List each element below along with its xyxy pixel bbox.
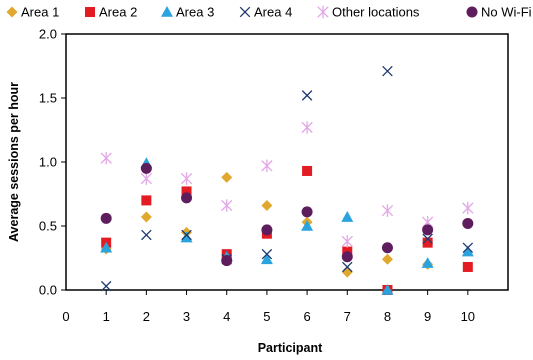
plot-area	[65, 33, 509, 291]
data-point-area-2	[181, 186, 192, 197]
data-point-other-locations	[261, 159, 273, 173]
data-point-area-4	[181, 229, 192, 241]
legend-label: Area 3	[176, 5, 214, 20]
data-point-no-wi-fi	[422, 224, 434, 236]
y-tick-label: 1.5	[39, 91, 57, 106]
data-point-area-4	[261, 248, 273, 260]
legend-label: Area 2	[99, 5, 137, 20]
data-point-area-4	[342, 261, 353, 273]
x-tick-label: 2	[143, 309, 150, 324]
x-axis-title: Participant	[258, 341, 323, 355]
data-point-no-wi-fi	[301, 206, 313, 218]
y-tick-label: 0.0	[39, 283, 57, 298]
legend-marker-area-1	[6, 6, 18, 18]
data-point-area-2	[422, 237, 433, 248]
data-point-area-3	[180, 231, 193, 243]
y-axis-ticks: 0.0 0.5 1.0 1.5 2.0	[39, 27, 66, 298]
legend-item-area-3: Area 3	[161, 5, 214, 20]
data-point-area-2	[462, 261, 473, 272]
data-point-other-locations	[462, 201, 474, 215]
legend: Area 1 Area 2 Area 3 Area 4 Other locations N…	[6, 5, 532, 20]
x-tick-label: 1	[103, 309, 110, 324]
series-area-3	[100, 157, 474, 295]
data-point-no-wi-fi	[100, 212, 112, 224]
series-no-wi-fi	[100, 162, 474, 267]
data-point-other-locations	[180, 172, 193, 185]
legend-label: Area 1	[21, 5, 59, 20]
data-point-no-wi-fi	[341, 251, 353, 263]
data-point-area-3	[381, 284, 394, 295]
x-tick-label: 10	[461, 309, 475, 324]
data-point-area-1	[221, 171, 233, 183]
series-area-2	[101, 165, 473, 295]
data-point-no-wi-fi	[381, 242, 393, 254]
x-tick-label: 9	[424, 309, 431, 324]
data-point-area-2	[302, 165, 313, 176]
data-point-other-locations	[381, 204, 394, 217]
data-point-no-wi-fi	[140, 162, 152, 174]
legend-marker-other-locations	[317, 5, 329, 19]
x-tick-label: 4	[223, 309, 230, 324]
data-point-area-4	[382, 65, 393, 77]
legend-item-area-1: Area 1	[6, 5, 59, 20]
y-tick-label: 1.0	[39, 155, 57, 170]
data-point-area-1	[341, 266, 353, 278]
data-point-area-3	[260, 253, 273, 265]
x-tick-label: 7	[344, 309, 351, 324]
data-point-area-4	[462, 242, 474, 254]
data-point-area-3	[421, 257, 434, 268]
data-point-area-3	[461, 245, 474, 257]
legend-item-no-wi-fi: No Wi-Fi	[466, 5, 532, 20]
data-point-area-2	[141, 195, 152, 206]
legend-marker-area-4	[239, 6, 251, 18]
series-other-locations	[100, 121, 474, 248]
x-tick-label: 5	[263, 309, 270, 324]
legend-marker-area-3	[161, 6, 173, 17]
data-point-no-wi-fi	[181, 192, 193, 204]
y-axis-title: Average sessions per hour	[7, 82, 21, 242]
data-point-other-locations	[221, 199, 233, 212]
legend-item-area-4: Area 4	[239, 5, 292, 20]
data-point-area-4	[141, 229, 152, 241]
plot-frame	[65, 33, 509, 291]
data-point-area-3	[341, 211, 354, 222]
data-markers	[100, 65, 474, 295]
data-point-other-locations	[341, 235, 353, 248]
data-point-no-wi-fi	[261, 224, 273, 236]
data-point-no-wi-fi	[221, 255, 233, 267]
legend-label: Area 4	[254, 5, 292, 20]
data-point-area-1	[261, 200, 273, 212]
data-point-area-1	[381, 253, 393, 265]
legend-item-other-locations: Other locations	[317, 5, 420, 20]
legend-item-area-2: Area 2	[85, 5, 137, 20]
data-point-area-1	[140, 211, 152, 223]
x-tick-label: 8	[384, 309, 391, 324]
legend-label: No Wi-Fi	[481, 5, 532, 20]
x-tick-label: 0	[62, 309, 69, 324]
data-point-area-4	[301, 90, 313, 101]
data-point-area-3	[100, 241, 113, 253]
y-tick-label: 0.5	[39, 219, 57, 234]
x-tick-label: 6	[303, 309, 310, 324]
data-point-area-3	[301, 220, 314, 231]
x-tick-label: 3	[183, 309, 190, 324]
legend-label: Other locations	[332, 5, 420, 20]
y-tick-label: 2.0	[39, 27, 57, 42]
data-point-no-wi-fi	[462, 217, 474, 229]
data-point-other-locations	[301, 121, 313, 134]
data-point-area-4	[100, 280, 112, 292]
data-point-other-locations	[140, 172, 153, 185]
legend-marker-no-wi-fi	[466, 6, 478, 18]
data-point-area-4	[422, 233, 433, 245]
x-axis-ticks: 0 1 2 3 4 5 6 7 8 9 10	[62, 290, 475, 324]
series-area-4	[100, 65, 474, 292]
legend-marker-area-2	[85, 7, 95, 17]
data-point-other-locations	[100, 151, 112, 165]
